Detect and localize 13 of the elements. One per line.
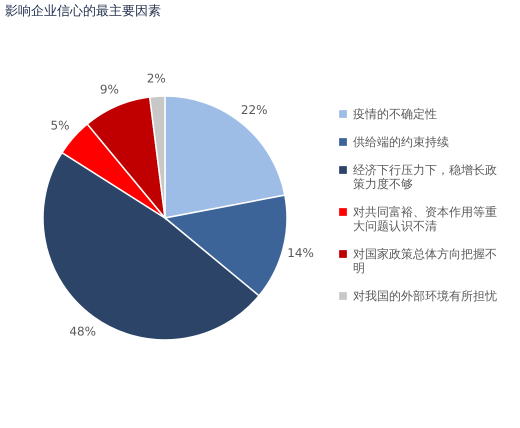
legend-label: 疫情的不确定性 [353,107,437,121]
data-label: 2% [146,71,166,86]
legend-label: 对共同富裕、资本作用等重大问题认识不清 [353,205,497,233]
data-label: 22% [240,103,268,118]
chart-title: 影响企业信心的最主要因素 [5,3,161,19]
data-label: 48% [69,324,96,338]
data-label: 14% [287,246,314,260]
legend-label: 经济下行压力下，稳增长政策力度不够 [353,163,497,191]
data-label: 5% [50,118,70,132]
legend-label: 供给端的约束持续 [353,135,449,149]
legend-label: 对国家政策总体方向把握不明 [353,247,497,275]
legend-label: 对我国的外部环境有所担忧 [353,289,497,303]
data-label: 9% [100,82,119,97]
